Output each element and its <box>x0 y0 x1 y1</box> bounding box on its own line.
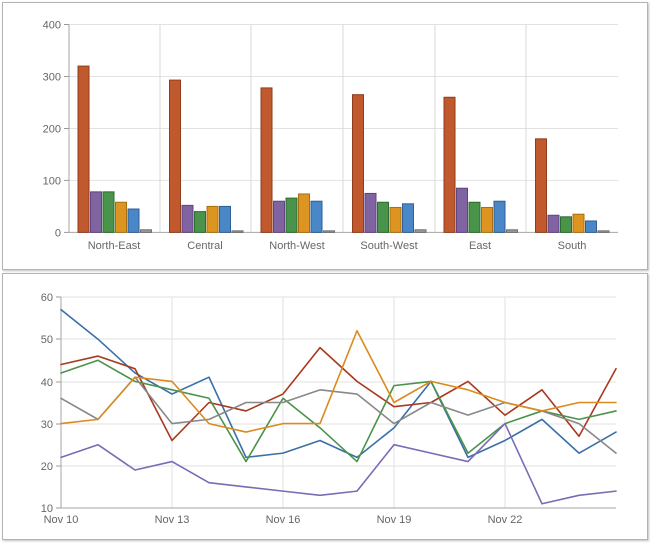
svg-text:0: 0 <box>55 227 61 239</box>
svg-text:Nov 19: Nov 19 <box>377 514 412 526</box>
svg-text:South-West: South-West <box>360 240 417 252</box>
svg-text:400: 400 <box>43 20 61 32</box>
svg-text:30: 30 <box>41 419 53 431</box>
svg-text:South: South <box>558 240 587 252</box>
svg-text:60: 60 <box>41 292 53 304</box>
svg-text:40: 40 <box>41 377 53 389</box>
svg-text:Nov 10: Nov 10 <box>44 514 79 526</box>
svg-text:North-East: North-East <box>88 240 141 252</box>
svg-text:Nov 13: Nov 13 <box>155 514 190 526</box>
svg-text:North-West: North-West <box>269 240 324 252</box>
svg-text:20: 20 <box>41 461 53 473</box>
svg-text:Central: Central <box>187 240 222 252</box>
svg-text:300: 300 <box>43 72 61 84</box>
svg-text:100: 100 <box>43 175 61 187</box>
svg-text:Nov 22: Nov 22 <box>488 514 523 526</box>
svg-text:Nov 16: Nov 16 <box>266 514 301 526</box>
svg-text:East: East <box>469 240 491 252</box>
svg-text:50: 50 <box>41 334 53 346</box>
svg-text:200: 200 <box>43 124 61 136</box>
